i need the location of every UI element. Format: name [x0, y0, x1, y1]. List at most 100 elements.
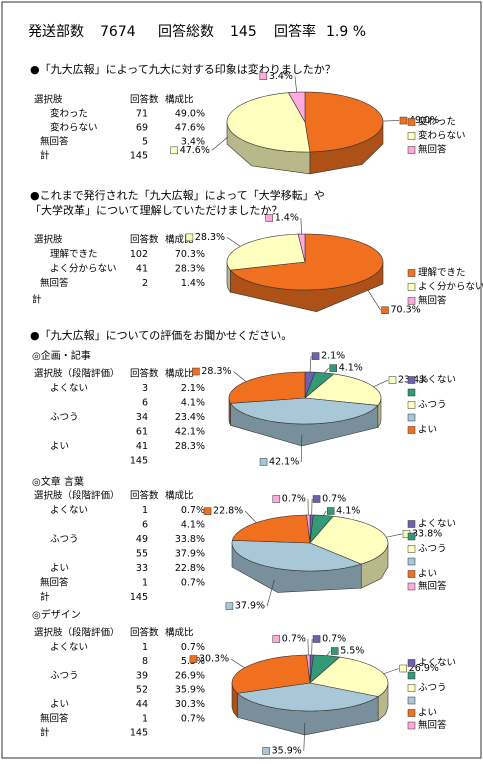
question: ●「九大広報」についての評価をお聞かせください。 — [30, 328, 292, 342]
row-percent: 28.3% — [175, 441, 205, 452]
row-percent: 35.9% — [175, 685, 205, 696]
legend-swatch — [408, 427, 415, 434]
row-count: 69 — [136, 123, 148, 134]
slice-label: 2.1% — [321, 351, 345, 362]
sent-count: 7674 — [100, 24, 136, 40]
slice-label: 33.8% — [412, 528, 442, 539]
row-label: 無回答 — [40, 577, 69, 589]
row-percent: 26.9% — [175, 670, 205, 681]
slice-label-swatch — [312, 353, 319, 360]
slice-label: 0.7% — [282, 634, 306, 645]
row-label: 変わった — [50, 108, 88, 120]
row-count: 3 — [142, 383, 148, 394]
legend-swatch — [408, 119, 415, 126]
row-label: よくない — [50, 642, 88, 653]
slice-label-swatch — [171, 147, 178, 154]
row-label: 無回答 — [40, 136, 69, 148]
row-percent: 37.9% — [175, 549, 205, 560]
row-percent: 47.6% — [175, 123, 205, 134]
legend-label: 無回答 — [418, 719, 447, 731]
row-percent: 70.3% — [175, 249, 205, 260]
row-count: 34 — [136, 412, 148, 423]
column-header: 回答数 — [130, 368, 159, 380]
row-label: 変わらない — [50, 122, 98, 134]
row-label: 無回答 — [40, 712, 69, 724]
legend-swatch — [408, 533, 415, 540]
chart-title: ◎デザイン — [32, 608, 81, 621]
row-count: 49 — [136, 534, 148, 545]
row-label: 理解できた — [50, 248, 98, 260]
legend-label: 変わった — [418, 116, 456, 128]
legend-label: よくない — [418, 375, 456, 386]
column-header: 回答数 — [130, 490, 159, 502]
slice-label: 42.1% — [269, 456, 299, 467]
row-count: 1 — [142, 642, 148, 653]
legend-label: 無回答 — [418, 144, 447, 156]
slice-label-swatch — [313, 496, 320, 503]
chart-title: ◎企画・記事 — [32, 349, 91, 362]
legend-label: 無回答 — [418, 580, 447, 592]
legend-swatch — [408, 521, 415, 528]
row-label: ふつう — [50, 670, 79, 681]
rate-label: 回答率 — [274, 23, 316, 40]
response-rate: 1.9 % — [326, 24, 366, 40]
row-count: 44 — [136, 699, 148, 710]
column-header: 構成比 — [165, 368, 194, 380]
slice-label-swatch — [190, 656, 197, 663]
row-label: 無回答 — [40, 277, 69, 289]
total-count: 145 — [130, 151, 148, 162]
legend-swatch — [408, 571, 415, 578]
row-count: 41 — [136, 264, 148, 275]
slice-label-swatch — [400, 117, 407, 124]
row-count: 41 — [136, 441, 148, 452]
legend-label: ふつう — [418, 544, 447, 555]
slice-label: 47.6% — [180, 145, 210, 156]
legend-swatch — [408, 660, 415, 667]
slice-label: 4.1% — [339, 363, 363, 374]
slice-label-swatch — [327, 508, 334, 515]
row-percent: 4.1% — [181, 520, 205, 531]
row-count: 102 — [130, 249, 148, 260]
row-percent: 49.0% — [175, 109, 205, 120]
row-percent: 2.1% — [181, 383, 205, 394]
total-count: 145 — [130, 456, 148, 467]
column-header: 回答数 — [130, 234, 159, 246]
row-count: 1 — [142, 578, 148, 589]
slice-label: 5.5% — [340, 646, 364, 657]
legend-swatch — [408, 558, 415, 565]
slice-label: 0.7% — [322, 634, 346, 645]
total-count: 145 — [130, 728, 148, 739]
legend-swatch — [408, 298, 415, 305]
slice-label-swatch — [400, 665, 407, 672]
row-percent: 1.4% — [181, 278, 205, 289]
chart-title: ◎文章 言葉 — [32, 475, 84, 488]
slice-label-swatch — [226, 603, 233, 610]
row-percent: 0.7% — [181, 578, 205, 589]
legend-swatch — [408, 546, 415, 553]
legend-label: よくない — [418, 658, 456, 669]
row-count: 55 — [136, 549, 148, 560]
slice-label: 0.7% — [282, 494, 306, 505]
legend-label: ふつう — [418, 683, 447, 694]
row-percent: 0.7% — [181, 505, 205, 516]
slice-label-swatch — [260, 73, 267, 80]
slice-label-swatch — [192, 368, 199, 375]
row-count: 39 — [136, 670, 148, 681]
total-count: 145 — [230, 24, 257, 40]
column-header: 選択肢 — [34, 234, 63, 246]
column-header: 構成比 — [165, 627, 194, 639]
slice-label: 0.7% — [322, 494, 346, 505]
legend-swatch — [408, 685, 415, 692]
row-label: よくない — [50, 383, 88, 394]
legend-swatch — [408, 389, 415, 396]
column-header: 回答数 — [130, 94, 159, 106]
row-percent: 0.7% — [181, 642, 205, 653]
column-header: 選択肢（段階評価） — [34, 627, 120, 639]
slice-label: 22.8% — [213, 506, 243, 517]
row-count: 1 — [142, 505, 148, 516]
slice-label: 1.4% — [275, 213, 299, 224]
row-count: 6 — [142, 398, 148, 409]
legend-swatch — [408, 147, 415, 154]
slice-label: 28.3% — [201, 366, 231, 377]
legend-label: よく分からない — [418, 282, 483, 293]
